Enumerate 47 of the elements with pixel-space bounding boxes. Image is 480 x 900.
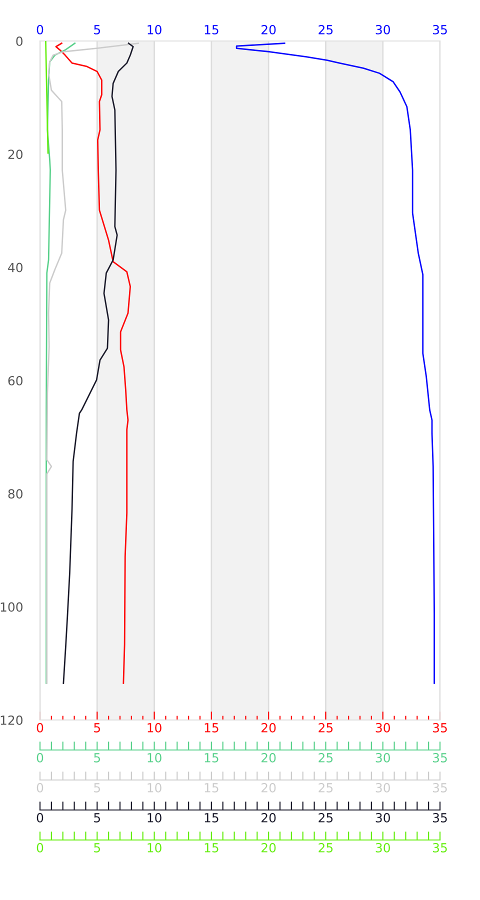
x-tick-label: 25 [318,753,333,762]
y-tick-label: 80 [8,489,23,499]
y-tick-label: 40 [8,262,23,272]
y-tick-label: 20 [8,150,23,160]
x-tick-label: 0 [36,24,44,34]
x-tick-label: 20 [262,843,276,852]
x-tick-label: 0 [36,813,44,822]
y-tick-label: 0 [16,36,23,46]
x-tick-label: 15 [204,843,218,852]
x-tick-label: 5 [94,25,100,34]
x-tick-label: 10 [148,753,162,762]
y-tick-label: 100 [0,602,23,612]
x-tick-label: 0 [36,843,44,852]
x2-tick-label: 25 [318,723,333,732]
x-tick-label: 15 [204,753,218,762]
x2-tick-label: 5 [94,723,100,732]
x-tick-label: 30 [376,843,390,852]
x-tick-label: 5 [94,843,100,852]
x2-tick-label: 20 [262,723,276,732]
x2-tick-label: 30 [376,723,390,732]
x-tick-label: 25 [318,813,333,822]
x-tick-label: 35 [433,813,447,822]
x-tick-label: 35 [433,753,447,762]
x-tick-label: 20 [262,24,276,34]
x-tick-label: 5 [94,813,100,822]
x-tick-label: 35 [433,24,447,34]
y-tick-label: 120 [0,715,23,725]
x-tick-label: 10 [148,24,162,34]
x-tick-label: 15 [204,25,218,34]
y-tick-label: 60 [8,376,23,386]
x2-tick-label: 15 [204,723,218,732]
x-tick-label: 25 [318,843,333,852]
x-tick-label: 20 [262,813,276,822]
x-tick-label: 30 [376,813,390,822]
x-tick-label: 20 [262,753,276,762]
x-tick-label: 30 [376,24,390,34]
x-tick-label: 10 [148,843,162,852]
x-tick-label: 10 [148,813,162,822]
x-tick-label: 25 [318,24,333,34]
x2-tick-label: 35 [433,723,447,732]
x2-tick-label: 0 [36,723,44,732]
x2-tick-label: 10 [148,723,162,732]
x-tick-label: 35 [433,843,447,852]
x-tick-label: 0 [36,753,44,762]
x-tick-label: 15 [204,813,218,822]
x-tick-label: 5 [94,753,100,762]
x-tick-label: 30 [376,753,390,762]
